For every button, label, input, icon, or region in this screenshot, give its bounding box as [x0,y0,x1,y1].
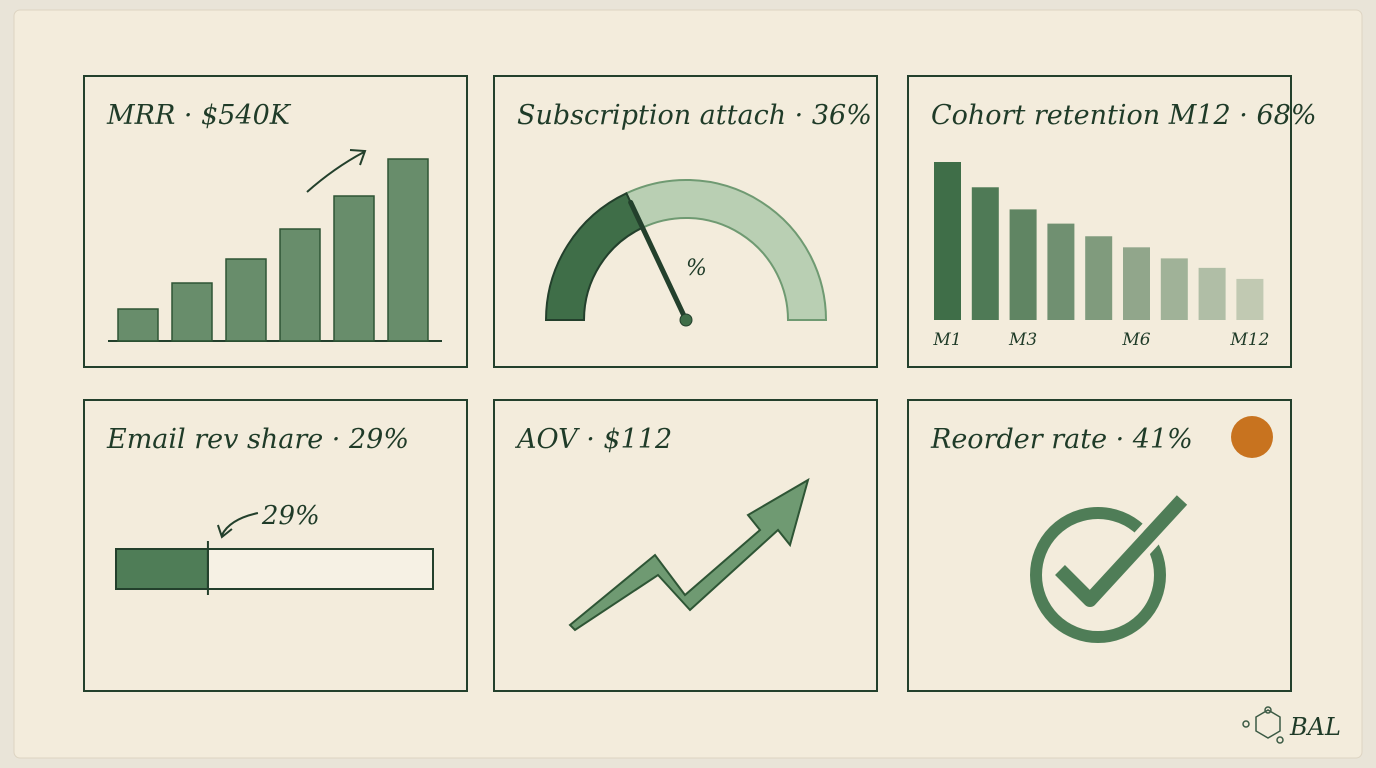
x-tick-label: M6 [1121,330,1150,350]
bar [333,195,375,342]
panels: MRR · $540K Subscription attach · 36%% Coh… [83,75,1316,692]
check-circle [1030,507,1166,643]
panel [907,399,1292,692]
panel-title: Cohort retention M12 · 68% [931,100,1316,131]
panel [907,75,1292,368]
brand: BAL [1289,713,1341,741]
status-dot [1231,416,1273,458]
panel-title: AOV · $112 [514,424,672,455]
x-tick-label: M12 [1229,330,1269,350]
bar [1047,223,1075,320]
panel [493,75,878,368]
gauge-needle [628,199,689,323]
gauge-label: % [686,256,707,281]
bar [934,162,961,320]
bar [117,308,159,342]
bar [1009,209,1037,320]
panel-title: Email rev share · 29% [106,424,409,455]
bar [171,282,213,342]
panel [493,399,878,692]
brand-icon [1242,706,1284,744]
bar [1236,278,1264,320]
gauge-track [625,179,828,321]
value-label: 29% [261,501,320,531]
check-mark [1055,495,1188,607]
gauge-fill [544,191,644,321]
x-tick-label: M1 [932,330,961,350]
x-tick-label: M3 [1008,330,1037,350]
bar [971,187,999,320]
trend-arrow [568,477,810,632]
panel-title: Subscription attach · 36% [517,100,872,131]
bar [387,158,429,342]
progress-fill [115,548,209,590]
bar [279,228,321,342]
bar [1160,258,1188,320]
bar [225,258,267,342]
gauge-hub [679,313,693,327]
panel [83,399,468,692]
bar [1198,267,1226,320]
panel-title: MRR · $540K [106,100,292,131]
growth-arrow [306,149,367,193]
bar [1123,247,1150,320]
bar [1085,236,1113,320]
label-arrow [216,512,259,539]
panel [83,75,468,368]
panel-title: Reorder rate · 41% [930,424,1193,455]
